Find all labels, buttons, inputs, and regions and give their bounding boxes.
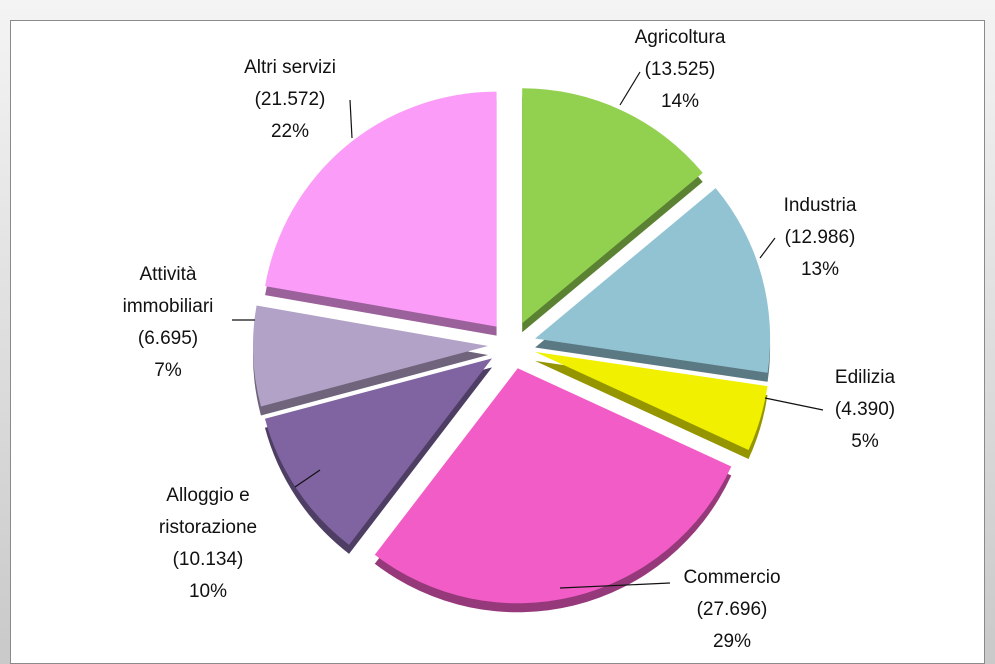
data-label: Attività immobiliari (6.695) 7% bbox=[103, 259, 233, 387]
slice bbox=[535, 188, 771, 373]
value-label: (10.134) bbox=[172, 549, 244, 570]
slice bbox=[265, 91, 497, 327]
category-label: Agricoltura bbox=[634, 27, 726, 48]
leader-line bbox=[619, 71, 641, 106]
category-label: Alloggio e ristorazione bbox=[158, 485, 258, 538]
slice bbox=[264, 358, 493, 545]
category-label: Industria bbox=[783, 195, 857, 216]
percent-label: 7% bbox=[154, 360, 182, 381]
value-label: (27.696) bbox=[696, 599, 768, 620]
data-label: Altri servizi (21.572) 22% bbox=[210, 52, 370, 148]
category-label: Commercio bbox=[683, 567, 781, 588]
slice bbox=[522, 88, 703, 324]
percent-label: 13% bbox=[800, 259, 840, 280]
value-label: (21.572) bbox=[254, 89, 326, 110]
leader-line bbox=[759, 237, 776, 259]
percent-label: 5% bbox=[851, 431, 879, 452]
slice bbox=[535, 351, 768, 450]
category-label: Attività immobiliari bbox=[122, 264, 214, 317]
leader-line bbox=[294, 469, 321, 488]
percent-label: 29% bbox=[712, 631, 752, 652]
slice bbox=[253, 305, 489, 407]
data-label: Edilizia (4.390) 5% bbox=[785, 362, 945, 458]
percent-label: 14% bbox=[660, 91, 700, 112]
slice bbox=[374, 368, 732, 604]
category-label: Altri servizi bbox=[244, 57, 336, 78]
value-label: (12.986) bbox=[784, 227, 856, 248]
leader-line bbox=[559, 582, 671, 589]
percent-label: 10% bbox=[188, 581, 228, 602]
data-label: Commercio (27.696) 29% bbox=[652, 562, 812, 658]
leader-line bbox=[349, 99, 353, 139]
data-label: Alloggio e ristorazione (10.134) 10% bbox=[143, 480, 273, 608]
value-label: (4.390) bbox=[834, 399, 896, 420]
leader-line bbox=[764, 397, 824, 411]
percent-label: 22% bbox=[270, 121, 310, 142]
data-label: Industria (12.986) 13% bbox=[740, 190, 900, 286]
value-label: (13.525) bbox=[644, 59, 716, 80]
slice-side bbox=[535, 360, 768, 459]
category-label: Edilizia bbox=[834, 367, 896, 388]
data-label: Agricoltura (13.525) 14% bbox=[600, 22, 760, 118]
value-label: (6.695) bbox=[137, 328, 199, 349]
